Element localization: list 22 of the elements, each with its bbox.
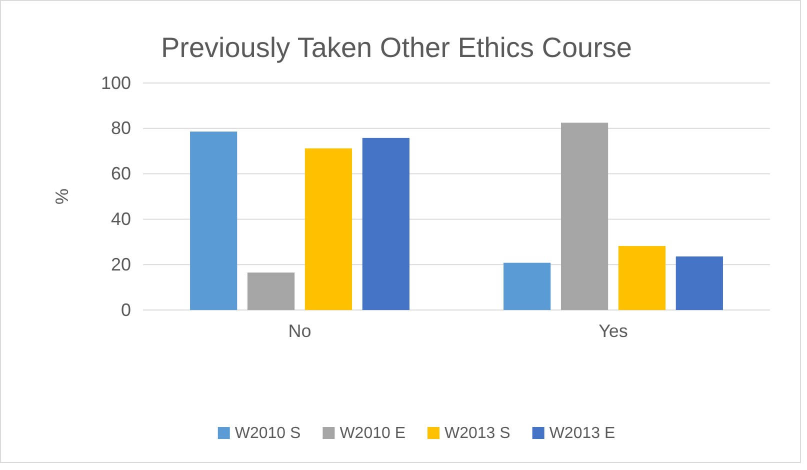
legend-label: W2010 S	[234, 425, 301, 442]
y-tick-label: 80	[110, 118, 131, 138]
x-tick-label: Yes	[598, 320, 628, 341]
y-tick-label: 20	[110, 254, 131, 274]
x-tick-label: No	[288, 320, 312, 341]
legend-label: W2010 E	[340, 425, 406, 442]
bar	[362, 138, 410, 310]
bar	[504, 262, 551, 310]
bar	[676, 256, 723, 310]
y-tick-label: 40	[110, 208, 131, 229]
bar	[190, 132, 238, 310]
y-axis-title: %	[52, 188, 72, 205]
y-tick-label: 0	[120, 300, 131, 320]
bar	[304, 148, 352, 310]
legend-label: W2013 E	[549, 425, 616, 442]
chart-title: Previously Taken Other Ethics Course	[160, 32, 632, 63]
bar	[618, 246, 666, 310]
legend-label: W2013 S	[444, 425, 510, 442]
bar	[560, 122, 608, 310]
bar	[247, 272, 295, 310]
y-tick-label: 100	[100, 72, 131, 93]
y-tick-label: 60	[110, 164, 131, 184]
